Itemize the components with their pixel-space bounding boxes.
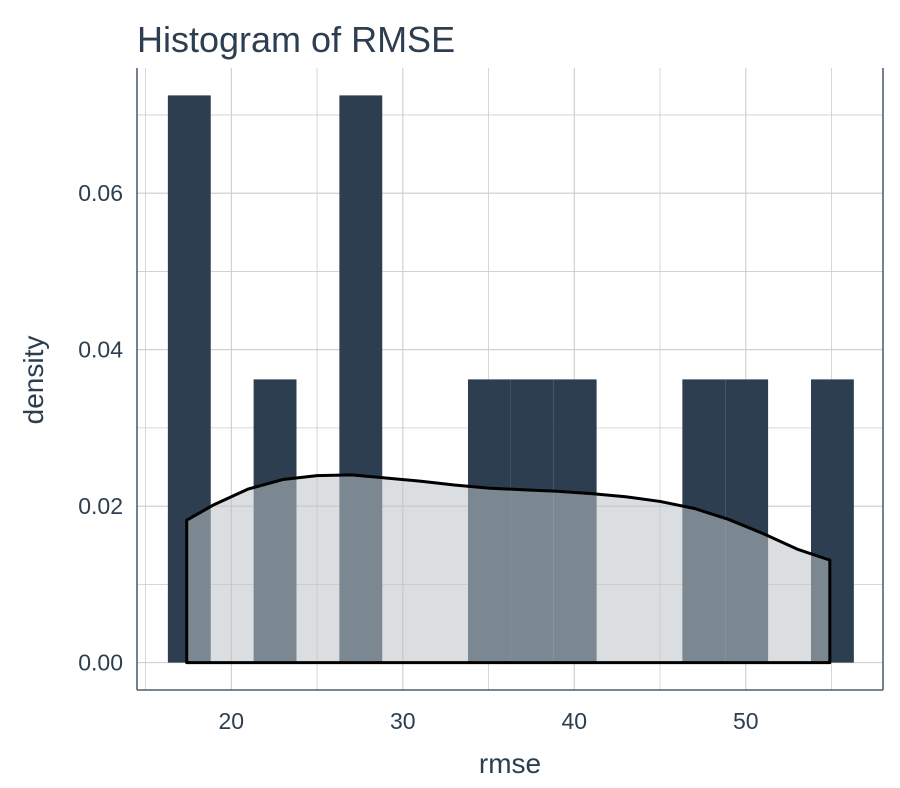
x-tick-label: 50 [733, 708, 759, 734]
x-tick-label: 40 [562, 708, 588, 734]
x-axis-label: rmse [479, 748, 541, 779]
y-tick-label: 0.06 [78, 180, 123, 206]
y-tick-label: 0.02 [78, 493, 123, 519]
y-tick-label: 0.04 [78, 337, 123, 363]
x-tick-label: 30 [390, 708, 416, 734]
x-tick-label: 20 [219, 708, 245, 734]
chart-title: Histogram of RMSE [137, 19, 455, 60]
y-axis-label: density [18, 336, 49, 425]
axes-layer [136, 68, 884, 691]
ticks-layer: 20 30 40 50 0.00 0.02 0.04 0.06 [78, 180, 758, 734]
density-layer [185, 473, 832, 665]
density-curve [185, 473, 832, 665]
y-tick-label: 0.00 [78, 650, 123, 676]
